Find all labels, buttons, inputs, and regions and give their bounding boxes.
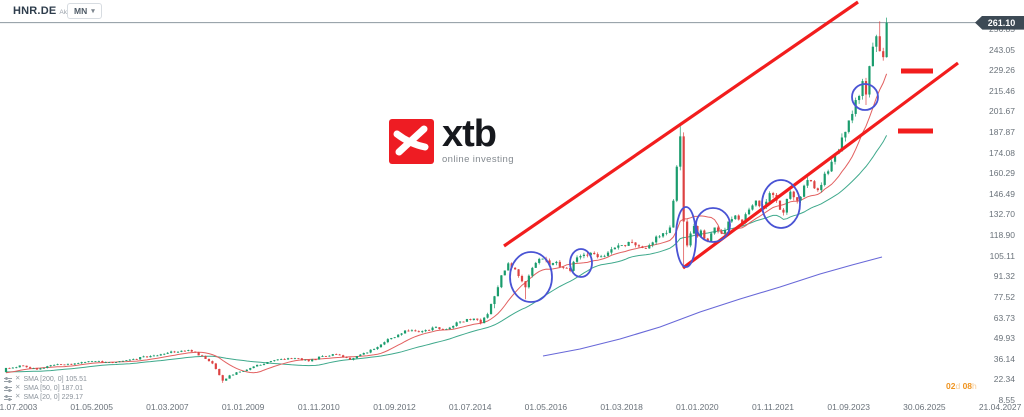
indicator-row: ✕ SMA [50, 0] 187.01 [4,384,87,393]
sma-50-line [6,135,888,373]
date-tick: 01.03.2018 [600,402,643,412]
price-tick: 118.90 [989,230,1015,241]
indicator-settings-icon[interactable] [4,376,12,384]
date-tick: 01.03.2007 [146,402,189,412]
ellipse-annotation [675,206,697,268]
date-tick: 01.05.2005 [70,402,113,412]
indicator-label: SMA [200, 0] 105.51 [23,376,87,383]
date-tick: 01.11.2010 [297,402,340,412]
price-tick: 77.52 [993,291,1015,302]
price-tick: 187.87 [989,127,1015,138]
current-price-value: 261.10 [987,17,1016,28]
price-tick: 91.32 [993,271,1015,282]
indicator-remove-icon[interactable]: ✕ [15,393,21,401]
date-tick: 01.05.2016 [524,402,568,412]
sma-200-line [542,256,883,357]
countdown-hours: 08 [962,381,973,391]
candle-countdown: 02d 08h [946,381,977,391]
timeframe-selector[interactable]: MN ▾ [67,3,102,19]
price-tick: 49.93 [993,333,1015,344]
candles [4,17,888,383]
indicator-row: ✕ SMA [200, 0] 105.51 [4,375,87,384]
date-tick: 01.11.2021 [752,402,794,412]
date-tick: 01.09.2023 [827,402,870,412]
xtb-logo-icon [389,119,434,164]
price-tick: 22.34 [993,374,1015,385]
trendline-annotation [682,61,959,270]
timeframe-label: MN [74,6,88,16]
countdown-hours-unit: h [972,381,977,391]
xtb-watermark: xtb online investing [389,115,514,165]
indicator-row: ✕ SMA [20, 0] 229.17 [4,393,87,402]
symbol-selector[interactable]: HNR.DE Aktie ▾ [10,4,84,18]
indicator-legend: ✕ SMA [200, 0] 105.51 ✕ SMA [50, 0] 187.01 ✕… [4,375,87,402]
price-tick: 201.67 [989,106,1015,117]
ellipse-annotation [569,248,593,278]
brand-tagline: online investing [442,154,514,165]
price-tick: 105.11 [989,250,1015,261]
indicator-label: SMA [50, 0] 187.01 [23,385,83,392]
price-tick: 8.55 [998,394,1015,405]
chevron-down-icon: ▾ [91,7,95,15]
date-tick: 21.04.2027 [978,402,1022,412]
price-tick: 215.46 [989,85,1015,96]
countdown-days-unit: d [955,381,961,391]
brand-name: xtb [442,113,497,155]
date-tick: 01.01.2009 [221,402,265,412]
indicator-remove-icon[interactable]: ✕ [15,375,21,383]
price-tick: 243.05 [989,44,1015,55]
indicator-settings-icon[interactable] [4,394,12,402]
price-tick: 63.73 [993,312,1015,323]
current-price-badge: 261.10 [975,15,1024,30]
price-tick: 132.70 [989,209,1015,220]
ellipse-annotation [695,207,731,243]
indicator-remove-icon[interactable]: ✕ [15,384,21,392]
instrument-type-label: Aktie [59,9,73,16]
indicator-settings-icon[interactable] [4,385,12,393]
trendline-annotation [503,0,859,248]
date-tick: 01.01.2020 [676,402,719,412]
indicator-label: SMA [20, 0] 229.17 [23,394,83,401]
date-tick: 30.06.2025 [903,402,946,412]
symbol-label: HNR.DE [13,5,57,17]
price-tick: 229.26 [989,65,1015,76]
ellipse-annotation [851,83,879,111]
date-tick: 01.09.2012 [373,402,416,412]
price-tick: 174.08 [989,147,1015,158]
price-tick: 146.49 [989,188,1015,199]
ellipse-annotation [761,179,801,229]
countdown-days: 02 [946,381,956,391]
date-tick: 01.07.2014 [448,402,492,412]
price-tick: 36.14 [993,353,1015,364]
price-tick: 160.29 [989,168,1015,179]
date-tick: 01.07.2003 [0,402,38,412]
ellipse-annotation [509,251,553,303]
